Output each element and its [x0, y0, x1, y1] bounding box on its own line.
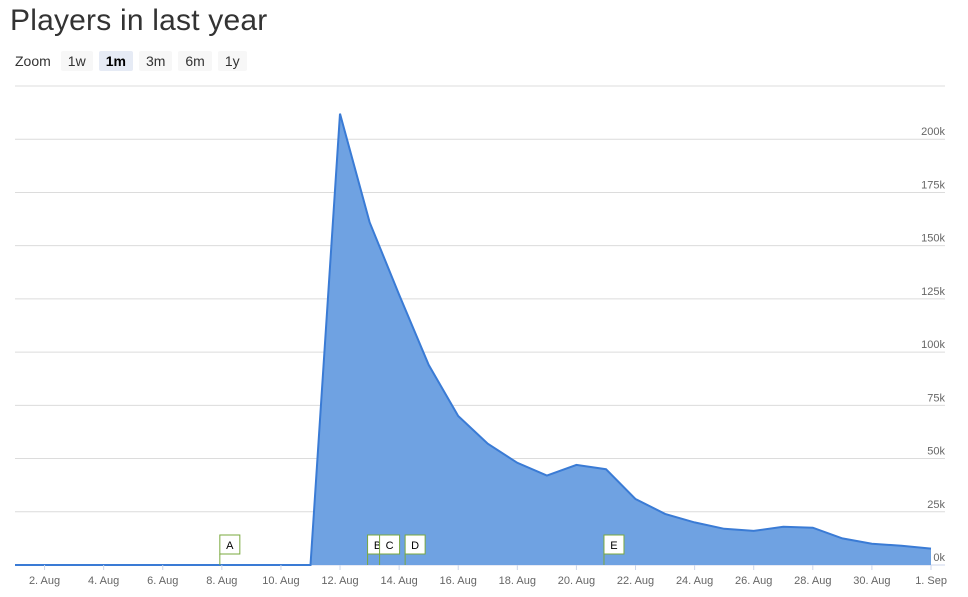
flag-box [219, 534, 241, 555]
flag-label: D [411, 540, 419, 552]
chart-title: Players in last year [10, 4, 268, 37]
y-tick-label: 100k [921, 339, 945, 351]
area-fill [15, 113, 931, 565]
y-tick-label: 200k [921, 126, 945, 138]
x-tick-label: 28. Aug [794, 575, 831, 587]
x-tick-label: 18. Aug [499, 575, 536, 587]
flag-e[interactable]: E [603, 534, 625, 565]
flag-box [603, 534, 625, 555]
x-tick-label: 26. Aug [735, 575, 772, 587]
zoom-button-6m[interactable]: 6m [178, 51, 212, 71]
flag-label: A [226, 540, 234, 552]
x-tick-label: 24. Aug [676, 575, 713, 587]
x-tick-label: 6. Aug [147, 575, 178, 587]
x-axis-labels: 2. Aug 4. Aug 6. Aug 8. Aug 10. Aug 12. Aug 14… [29, 565, 947, 587]
x-tick-label: 2. Aug [29, 575, 60, 587]
flag-box [379, 534, 401, 555]
flag-label: B [374, 540, 381, 552]
zoom-button-1m[interactable]: 1m [98, 51, 133, 71]
x-tick-label: 20. Aug [558, 575, 595, 587]
y-tick-label: 50k [927, 446, 945, 458]
y-tick-label: 175k [921, 179, 945, 191]
zoom-button-1w[interactable]: 1w [60, 51, 93, 71]
y-axis-labels: 0k 25k 50k 75k 100k 125k 150k 175k 200k [921, 126, 945, 564]
x-tick-label: 1. Sep [915, 575, 947, 587]
zoom-button-3m[interactable]: 3m [138, 51, 173, 71]
x-tick-label: 12. Aug [321, 575, 358, 587]
area-series [15, 113, 932, 566]
x-tick-label: 30. Aug [853, 575, 890, 587]
y-tick-label: 125k [921, 286, 945, 298]
y-tick-label: 0k [933, 552, 945, 564]
y-tick-label: 25k [927, 499, 945, 511]
x-tick-label: 4. Aug [88, 575, 119, 587]
flag-label: E [610, 540, 617, 552]
x-tick-label: 22. Aug [617, 575, 654, 587]
flag-box [404, 534, 426, 555]
series-line [15, 113, 932, 566]
zoom-label: Zoom [15, 53, 51, 69]
flag-a[interactable]: A [219, 534, 241, 565]
x-tick-label: 16. Aug [440, 575, 477, 587]
flag-label: C [386, 540, 394, 552]
flag-d[interactable]: D [404, 534, 426, 565]
x-tick-label: 14. Aug [380, 575, 417, 587]
x-tick-label: 8. Aug [206, 575, 237, 587]
zoom-button-1y[interactable]: 1y [217, 51, 247, 71]
y-tick-label: 75k [927, 392, 945, 404]
x-tick-label: 10. Aug [262, 575, 299, 587]
zoom-controls: Zoom 1w 1m 3m 6m 1y [15, 51, 247, 71]
flag-c[interactable]: C [379, 534, 401, 565]
y-tick-label: 150k [921, 233, 945, 245]
